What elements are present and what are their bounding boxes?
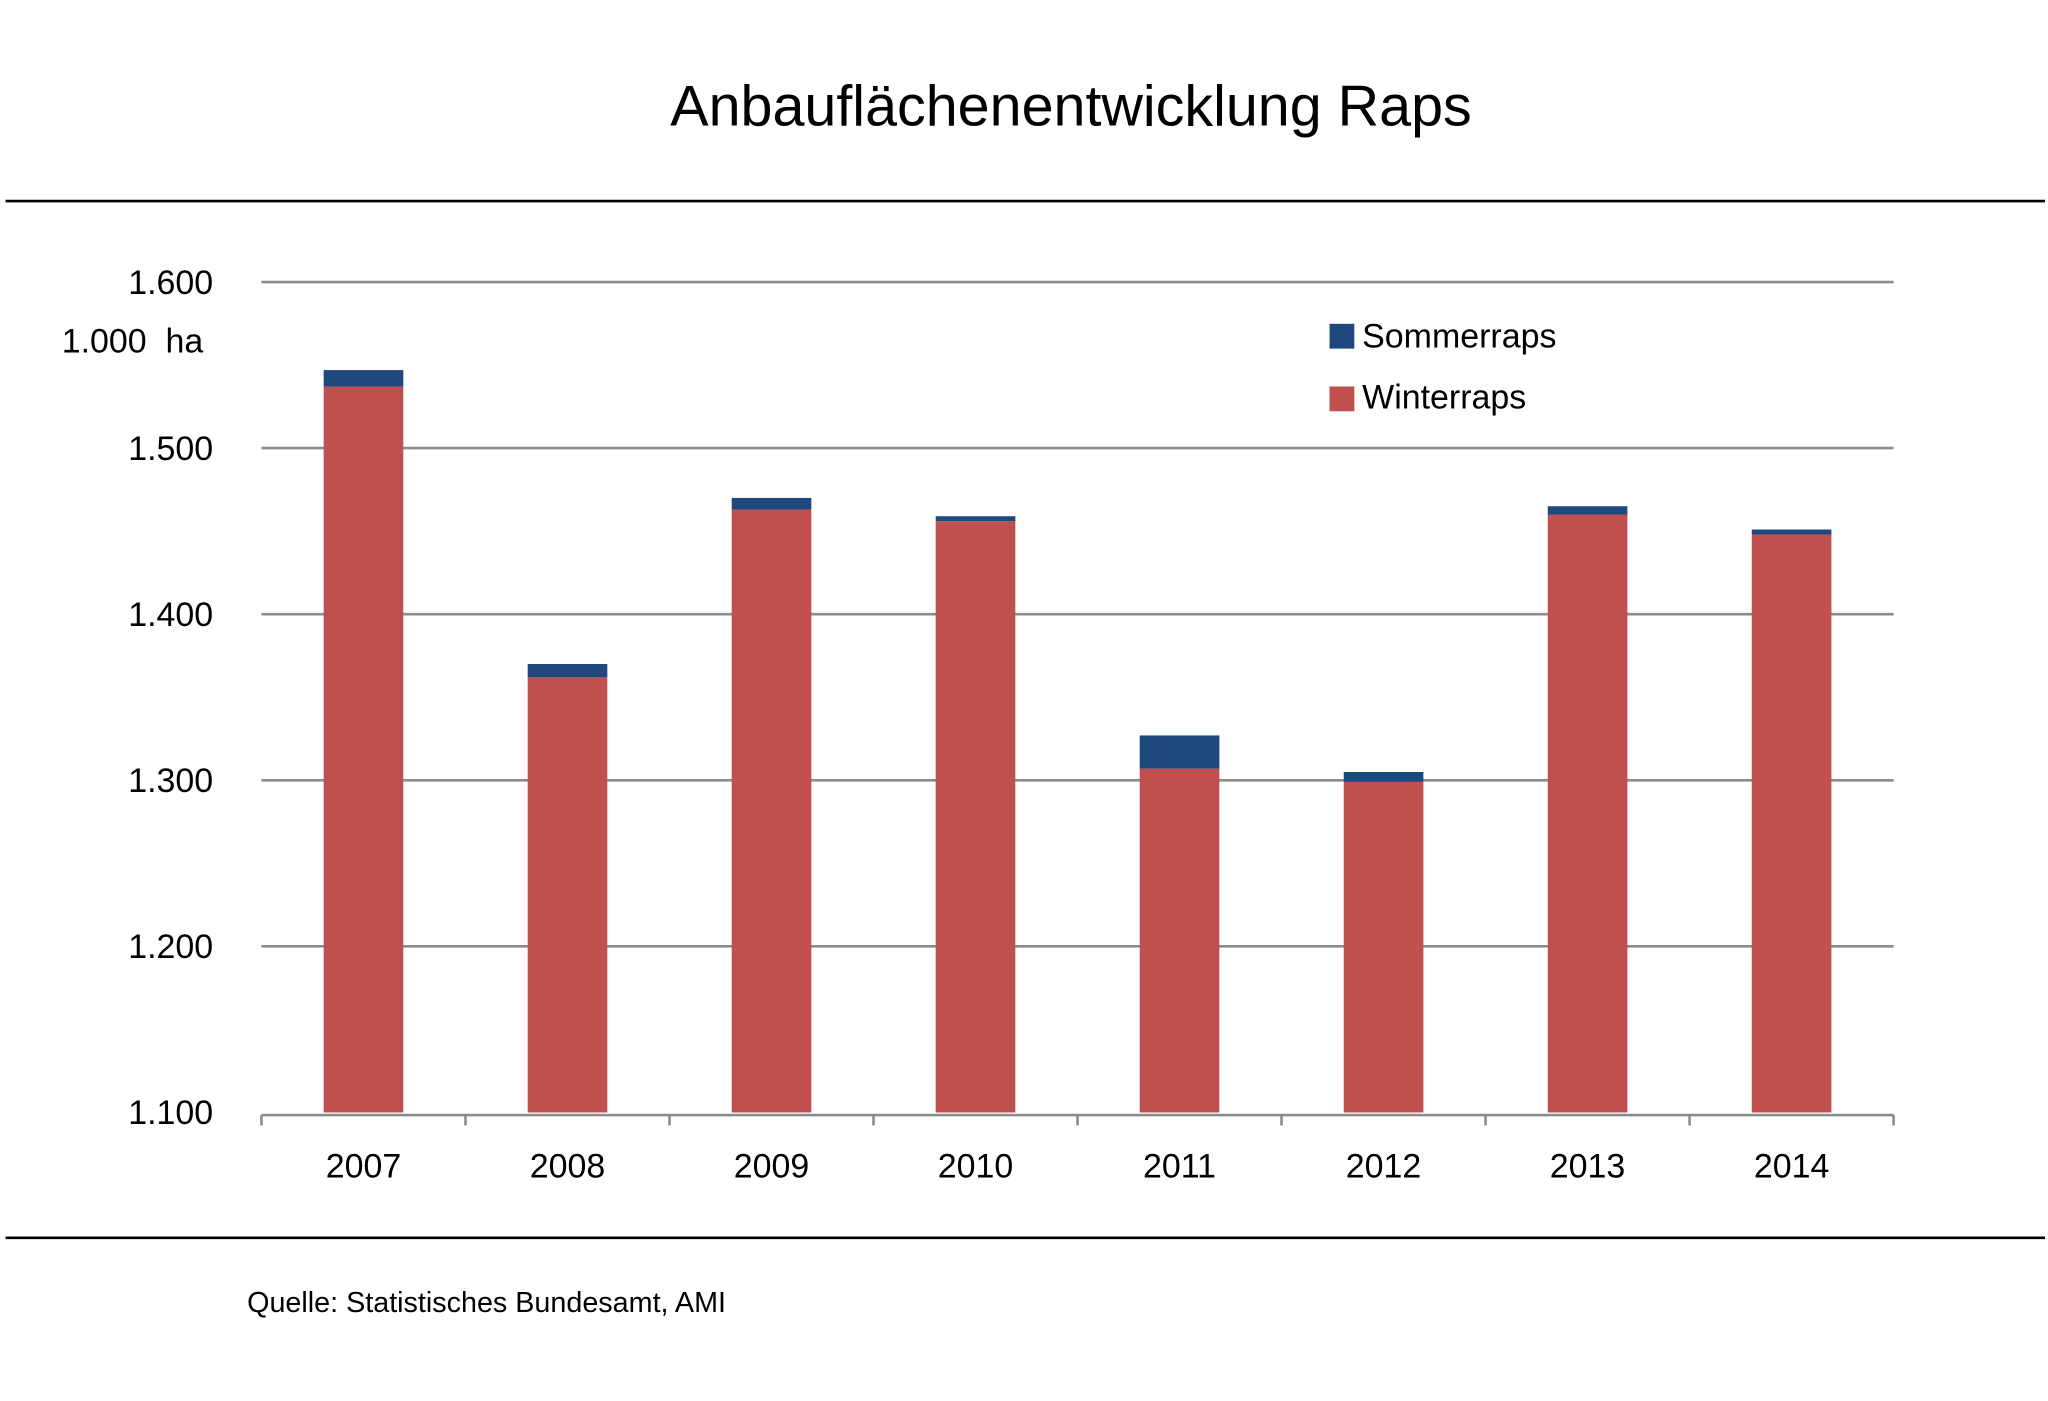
chart-title: Anbauflächenentwicklung Raps xyxy=(670,74,1471,138)
y-tick-label: 1.300 xyxy=(128,762,213,800)
legend-swatch-sommerraps xyxy=(1329,323,1355,349)
bar-sommerraps-2010 xyxy=(935,516,1016,522)
bar-sommerraps-2013 xyxy=(1547,506,1628,515)
bar-winterraps-2013 xyxy=(1547,514,1628,1113)
x-tick-label: 2012 xyxy=(1346,1148,1422,1186)
bar-winterraps-2010 xyxy=(935,521,1016,1113)
bar-winterraps-2012 xyxy=(1343,781,1424,1113)
x-tick-label: 2010 xyxy=(938,1148,1013,1186)
legend-label-winterraps: Winterraps xyxy=(1362,379,1526,417)
y-tick-label: 1.400 xyxy=(128,596,213,634)
x-tick-label: 2007 xyxy=(326,1148,402,1186)
bar-winterraps-2009 xyxy=(731,509,812,1113)
y-tick-label: 1.200 xyxy=(128,928,213,966)
x-tick-label: 2011 xyxy=(1143,1148,1216,1186)
source-note: Quelle: Statistisches Bundesamt, AMI xyxy=(247,1287,726,1319)
bar-sommerraps-2009 xyxy=(731,497,812,510)
y-axis-unit-label: 1.000 ha xyxy=(62,323,204,361)
bar-winterraps-2011 xyxy=(1139,768,1220,1113)
bar-sommerraps-2008 xyxy=(527,664,608,678)
y-tick-label: 1.500 xyxy=(128,430,213,468)
bar-sommerraps-2012 xyxy=(1343,771,1424,782)
bar-sommerraps-2011 xyxy=(1139,735,1220,769)
x-tick-label: 2013 xyxy=(1550,1148,1626,1186)
bar-sommerraps-2007 xyxy=(323,370,404,387)
legend: Sommerraps Winterraps xyxy=(1329,317,1556,417)
bar-winterraps-2008 xyxy=(527,677,608,1113)
bar-winterraps-2014 xyxy=(1751,534,1832,1113)
legend-label-sommerraps: Sommerraps xyxy=(1362,317,1556,355)
y-tick-label: 1.100 xyxy=(128,1094,213,1132)
x-tick-label: 2014 xyxy=(1754,1148,1830,1186)
x-tick-label: 2009 xyxy=(734,1148,810,1186)
bar-winterraps-2007 xyxy=(323,386,404,1113)
bar-sommerraps-2014 xyxy=(1751,529,1832,535)
x-tick-label: 2008 xyxy=(530,1148,605,1186)
legend-swatch-winterraps xyxy=(1329,386,1355,412)
y-tick-label: 1.600 xyxy=(128,264,213,302)
